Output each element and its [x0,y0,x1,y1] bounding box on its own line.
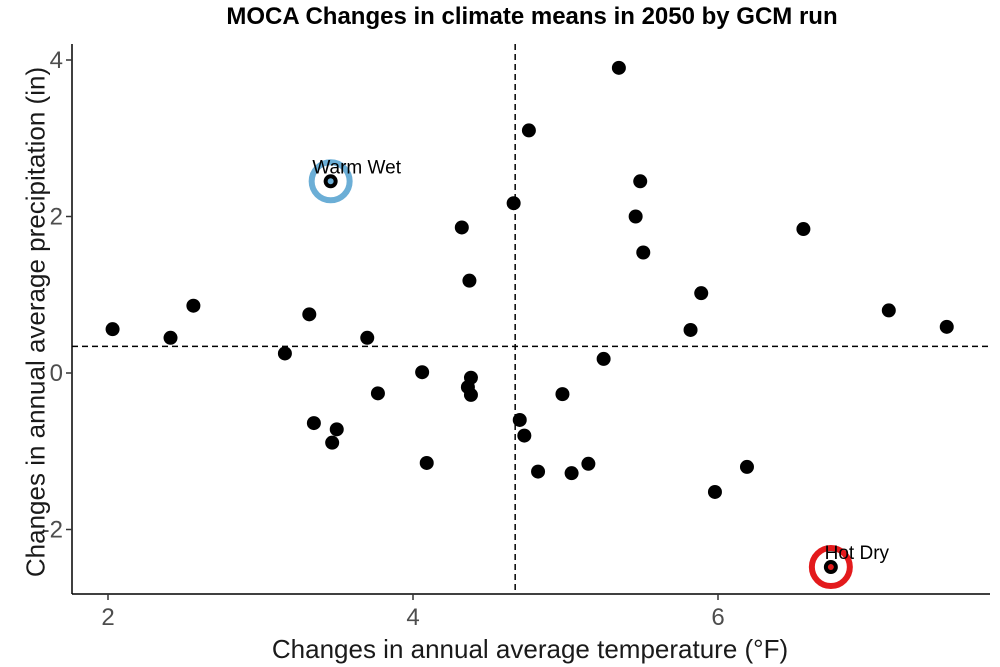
y-tick-label: 4 [50,47,63,74]
data-point [415,365,430,380]
data-point [739,459,754,474]
highlight-label: Warm Wet [312,157,401,178]
data-point [636,245,651,260]
data-point [796,222,811,237]
data-point [360,330,375,345]
data-point [683,322,698,337]
data-point [163,330,178,345]
data-point [462,273,477,288]
data-point [707,484,722,499]
data-point [506,196,521,211]
data-point [694,286,709,301]
data-point [596,351,611,366]
y-tick-label: 0 [50,360,63,387]
data-point [555,387,570,402]
data-point [531,464,546,479]
x-tick-label: 2 [101,604,114,631]
highlight-label: Hot Dry [825,543,890,564]
highlight-ring [308,159,353,204]
data-point [611,60,626,75]
chart-title: MOCA Changes in climate means in 2050 by… [226,3,838,30]
data-point [581,456,596,471]
data-point [517,428,532,443]
data-point [512,412,527,427]
y-axis-label: Changes in annual average precipitation … [20,66,51,578]
data-point [325,435,340,450]
data-point [302,307,317,322]
data-point [633,174,648,189]
data-point [521,123,536,138]
data-point [463,387,478,402]
data-point [628,209,643,224]
data-point [939,319,954,334]
data-point [419,455,434,470]
data-point [370,386,385,401]
highlight-center-dot [827,564,834,571]
data-point [463,370,478,385]
data-point [105,322,120,337]
x-tick-label: 4 [406,604,419,631]
data-point [306,416,321,431]
x-tick-label: 6 [711,604,724,631]
data-point [329,422,344,437]
data-point [277,346,292,361]
x-axis-label: Changes in annual average temperature (°… [271,634,789,664]
highlight-center-dot [327,178,334,185]
y-tick-label: 2 [50,204,63,231]
data-point [881,303,896,318]
data-point [454,220,469,235]
data-point [564,466,579,481]
y-tick-label: -2 [42,517,63,544]
data-point [186,298,201,313]
highlight-ring [808,545,853,590]
